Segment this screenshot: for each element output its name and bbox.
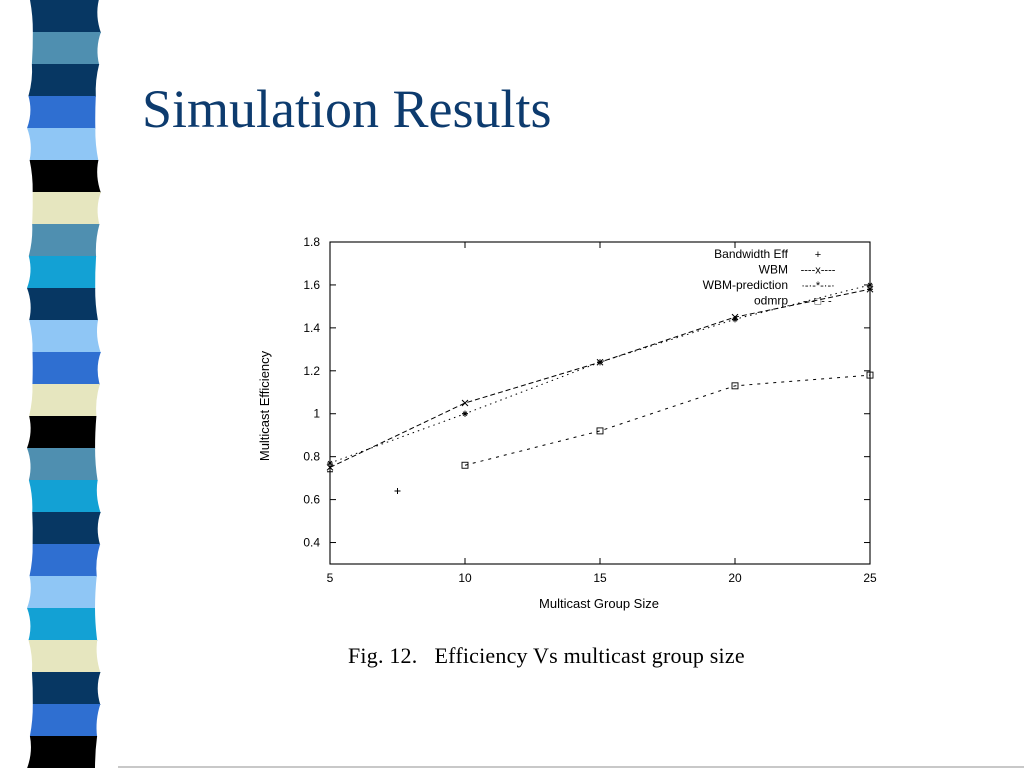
- y-tick-label: 1.6: [303, 278, 320, 292]
- sidebar-stripes: [27, 0, 101, 768]
- bottom-divider: [118, 766, 1024, 768]
- legend-label: WBM: [759, 263, 788, 277]
- sidebar-stripe: [29, 704, 101, 737]
- sidebar-stripe: [29, 384, 100, 417]
- sidebar-stripe: [28, 224, 100, 257]
- y-axis-label: Multicast Efficiency: [257, 350, 272, 461]
- sidebar-stripe: [29, 544, 101, 577]
- y-tick-label: 1.2: [303, 364, 320, 378]
- x-tick-label: 10: [458, 571, 472, 585]
- y-tick-label: 1.4: [303, 321, 320, 335]
- sidebar-stripe: [27, 128, 99, 161]
- x-axis-label: Multicast Group Size: [539, 596, 659, 611]
- data-point: [866, 371, 874, 379]
- sidebar-stripe: [30, 0, 101, 33]
- y-tick-label: 0.8: [303, 450, 320, 464]
- data-point: [596, 427, 604, 435]
- sidebar-stripe: [27, 736, 98, 768]
- x-tick-label: 25: [863, 571, 877, 585]
- sidebar-stripe: [32, 352, 101, 385]
- legend-symbol: - -□- -: [804, 296, 832, 308]
- plot-frame: [329, 241, 871, 565]
- y-tick-label: 1.8: [303, 235, 320, 249]
- sidebar-stripe: [27, 608, 98, 641]
- sidebar-stripe: [28, 64, 100, 97]
- series-line-1: [329, 288, 871, 468]
- y-tick-label: 1: [313, 407, 320, 421]
- sidebar-stripe: [29, 160, 101, 193]
- sidebar-stripe: [31, 672, 101, 705]
- figure-caption: Fig. 12. Efficiency Vs multicast group s…: [348, 643, 745, 668]
- sidebar-stripe: [27, 448, 98, 481]
- sidebar-stripe: [28, 640, 101, 673]
- data-point: [326, 464, 334, 471]
- data-point: [462, 410, 468, 417]
- series-line-2: [329, 284, 871, 464]
- sidebar-stripe: [27, 576, 97, 609]
- data-point: [597, 359, 603, 366]
- data-point: [461, 461, 469, 469]
- data-point: [327, 468, 333, 475]
- efficiency-chart: 5 10 15 20 25 0.4 0.6 0.8 1 1.2 1.4 1.6 1.8 Bandwidt…: [257, 235, 877, 611]
- legend-label: WBM-prediction: [703, 278, 788, 292]
- data-point: [461, 399, 469, 407]
- sidebar-stripe: [32, 192, 101, 225]
- y-tick-label: 0.6: [303, 493, 320, 507]
- series-line-3: [464, 374, 871, 466]
- sidebar-stripe: [27, 416, 97, 449]
- sidebar-stripe: [27, 256, 97, 289]
- sidebar-stripe: [27, 288, 99, 321]
- data-point: [327, 460, 333, 467]
- sidebar-stripe: [31, 32, 101, 65]
- y-tick-label: 0.4: [303, 536, 320, 550]
- legend-symbol: ----x----: [801, 265, 836, 277]
- data-point: [732, 316, 738, 323]
- sidebar-stripe: [32, 512, 101, 545]
- legend-symbol: ·-·-*-·-·: [801, 280, 835, 292]
- x-tick-label: 15: [593, 571, 607, 585]
- data-point: [394, 488, 401, 495]
- sidebar-stripe: [29, 320, 101, 353]
- x-tick-label: 5: [327, 571, 334, 585]
- data-point: [731, 382, 739, 390]
- x-tick-label: 20: [728, 571, 742, 585]
- sidebar-stripe: [27, 96, 96, 129]
- data-point: [866, 285, 874, 293]
- sidebar-stripe: [28, 480, 101, 513]
- data-point: [867, 281, 873, 288]
- slide-title: Simulation Results: [142, 79, 552, 139]
- legend-label: Bandwidth Eff: [714, 247, 788, 261]
- legend-label: odmrp: [754, 294, 788, 308]
- legend-symbol: +: [815, 249, 821, 261]
